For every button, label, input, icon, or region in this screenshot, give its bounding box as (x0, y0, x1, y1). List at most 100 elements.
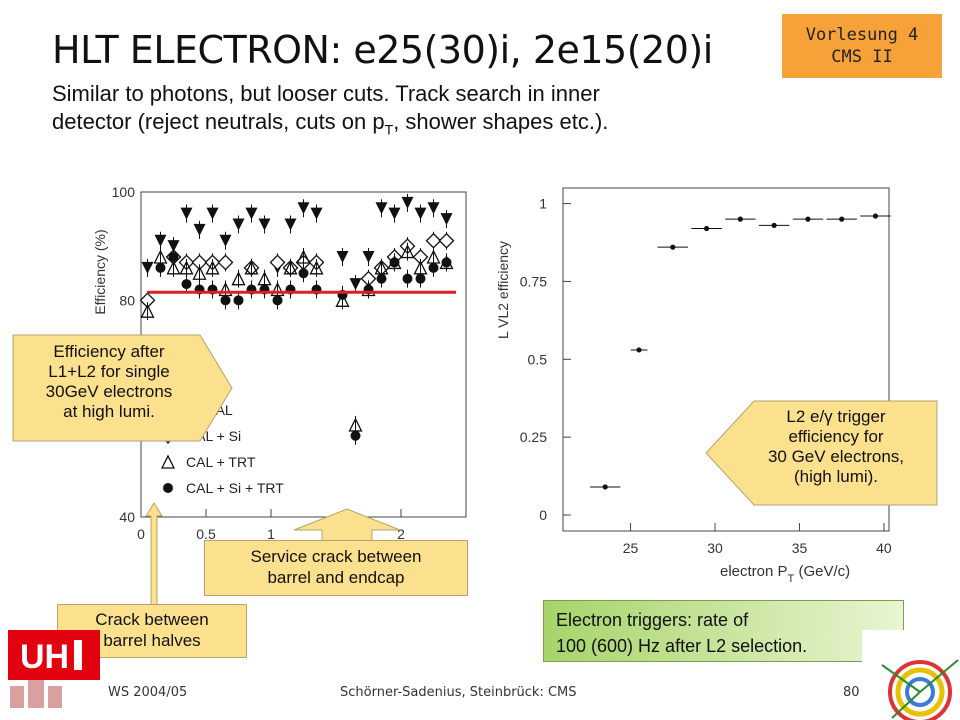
data-point (298, 268, 309, 279)
efficiency-callout-line: at high lumi. (63, 402, 155, 421)
footer-semester: WS 2004/05 (108, 685, 188, 700)
data-point (296, 249, 311, 264)
data-point (193, 223, 206, 236)
subtitle-line1: Similar to photons, but looser cuts. Tra… (52, 81, 600, 106)
data-point (389, 257, 400, 268)
efficiency-callout-line: L1+L2 for single (48, 362, 170, 381)
efficiency-callout-line: Efficiency after (53, 342, 165, 361)
lecture-badge: Vorlesung 4 CMS II (782, 14, 942, 78)
x-tick-label: 30 (707, 540, 723, 556)
barrel-crack-line: Crack between (95, 610, 209, 629)
data-point (179, 260, 194, 275)
service-crack-line: barrel and endcap (267, 568, 405, 587)
y-axis-label: L VL2 efficiency (495, 241, 511, 339)
x-tick-label: 25 (623, 540, 639, 556)
l2-efficiency-vs-pt-chart: 25 30 35 40 0 0.25 0.5 0.75 1 L VL2 efficiency ele… (495, 187, 892, 585)
data-point (258, 218, 271, 231)
data-point (167, 240, 180, 253)
data-point (636, 347, 642, 353)
data-point (703, 225, 710, 232)
footer-page-number: 80 (843, 685, 860, 700)
data-point (428, 262, 439, 273)
data-point (441, 257, 452, 268)
data-point (349, 278, 362, 291)
data-point (414, 207, 427, 220)
data-point (245, 207, 258, 220)
y-tick-label: 40 (119, 509, 135, 525)
efficiency-callout-shape (12, 334, 233, 442)
barrel-crack-arrow (145, 502, 163, 606)
data-point (181, 279, 192, 290)
subtitle-line2-post: , shower shapes etc.). (393, 109, 609, 134)
service-crack-arrow (293, 508, 401, 542)
data-point (388, 207, 401, 220)
y-tick-label: 0.25 (520, 429, 547, 445)
subtitle-line2: detector (reject neutrals, cuts on pT, s… (52, 108, 608, 143)
data-point (233, 295, 244, 306)
x-tick-label: 0 (137, 526, 145, 542)
service-crack-line: Service crack between (250, 547, 422, 566)
uhh-logo-text: UH (20, 638, 69, 676)
data-point (438, 232, 455, 249)
x-tick-label: 0.5 (196, 526, 216, 542)
data-point (401, 196, 414, 209)
service-crack-box: Service crack between barrel and endcap (204, 540, 468, 596)
data-point (362, 251, 375, 263)
data-point (402, 273, 413, 284)
data-point (335, 292, 350, 307)
x-tick-label: 1 (267, 526, 275, 542)
slide-subtitle: Similar to photons, but looser cuts. Tra… (52, 80, 608, 143)
efficiency-callout-line: 30GeV electrons (45, 382, 173, 401)
data-point (244, 260, 259, 275)
data-point (310, 207, 323, 220)
l2-callout-line: L2 e/γ trigger (786, 407, 886, 426)
data-point (141, 261, 154, 274)
slide-title: HLT ELECTRON: e25(30)i, 2e15(20)i (52, 28, 713, 72)
y-tick-label: 0.5 (528, 351, 548, 367)
data-point (440, 213, 453, 226)
l2-callout-line: 30 GeV electrons, (767, 447, 905, 466)
y-axis-label: Efficiency (%) (92, 229, 108, 314)
data-point (872, 213, 879, 219)
data-point (163, 483, 173, 493)
data-point (154, 234, 167, 247)
subtitle-line2-pre: detector (reject neutrals, cuts on p (52, 109, 385, 134)
data-point (375, 202, 388, 215)
x-axis-label: electron PT (GeV/c) (720, 563, 850, 585)
l2-callout-shape (705, 400, 938, 506)
y-tick-label: 80 (119, 292, 135, 308)
trigger-rate-line: 100 (600) Hz after L2 selection. (556, 636, 808, 656)
legend-label: CAL + TRT (186, 454, 256, 470)
l2-callout-line: efficiency for (788, 427, 884, 446)
data-point (231, 271, 246, 286)
data-point (415, 273, 426, 284)
data-point (283, 260, 298, 275)
x-tick-label: 40 (876, 540, 892, 556)
x-tick-label: 35 (792, 540, 808, 556)
data-point (220, 295, 231, 306)
data-point (309, 260, 324, 275)
data-point (336, 251, 349, 263)
l2-callout-line: (high lumi). (793, 467, 879, 486)
trigger-rate-line: Electron triggers: rate of (556, 610, 749, 630)
y-tick-label: 0 (539, 507, 547, 523)
data-point (771, 222, 777, 228)
data-point (297, 202, 310, 215)
y-tick-label: 1 (539, 196, 547, 212)
y-tick-label: 0.75 (520, 273, 547, 289)
y-tick-label: 100 (112, 184, 136, 200)
data-point (602, 484, 608, 490)
data-point (737, 216, 743, 222)
data-point (168, 252, 179, 262)
data-point (180, 207, 193, 220)
data-point (350, 430, 361, 441)
barrel-crack-line: barrel halves (103, 631, 201, 650)
subtitle-line2-sub: T (384, 121, 394, 138)
cms-detector-logo (862, 630, 960, 720)
data-point (192, 265, 207, 280)
data-point (155, 262, 166, 273)
data-point (269, 254, 286, 271)
data-point (140, 303, 155, 318)
data-point (219, 234, 232, 247)
